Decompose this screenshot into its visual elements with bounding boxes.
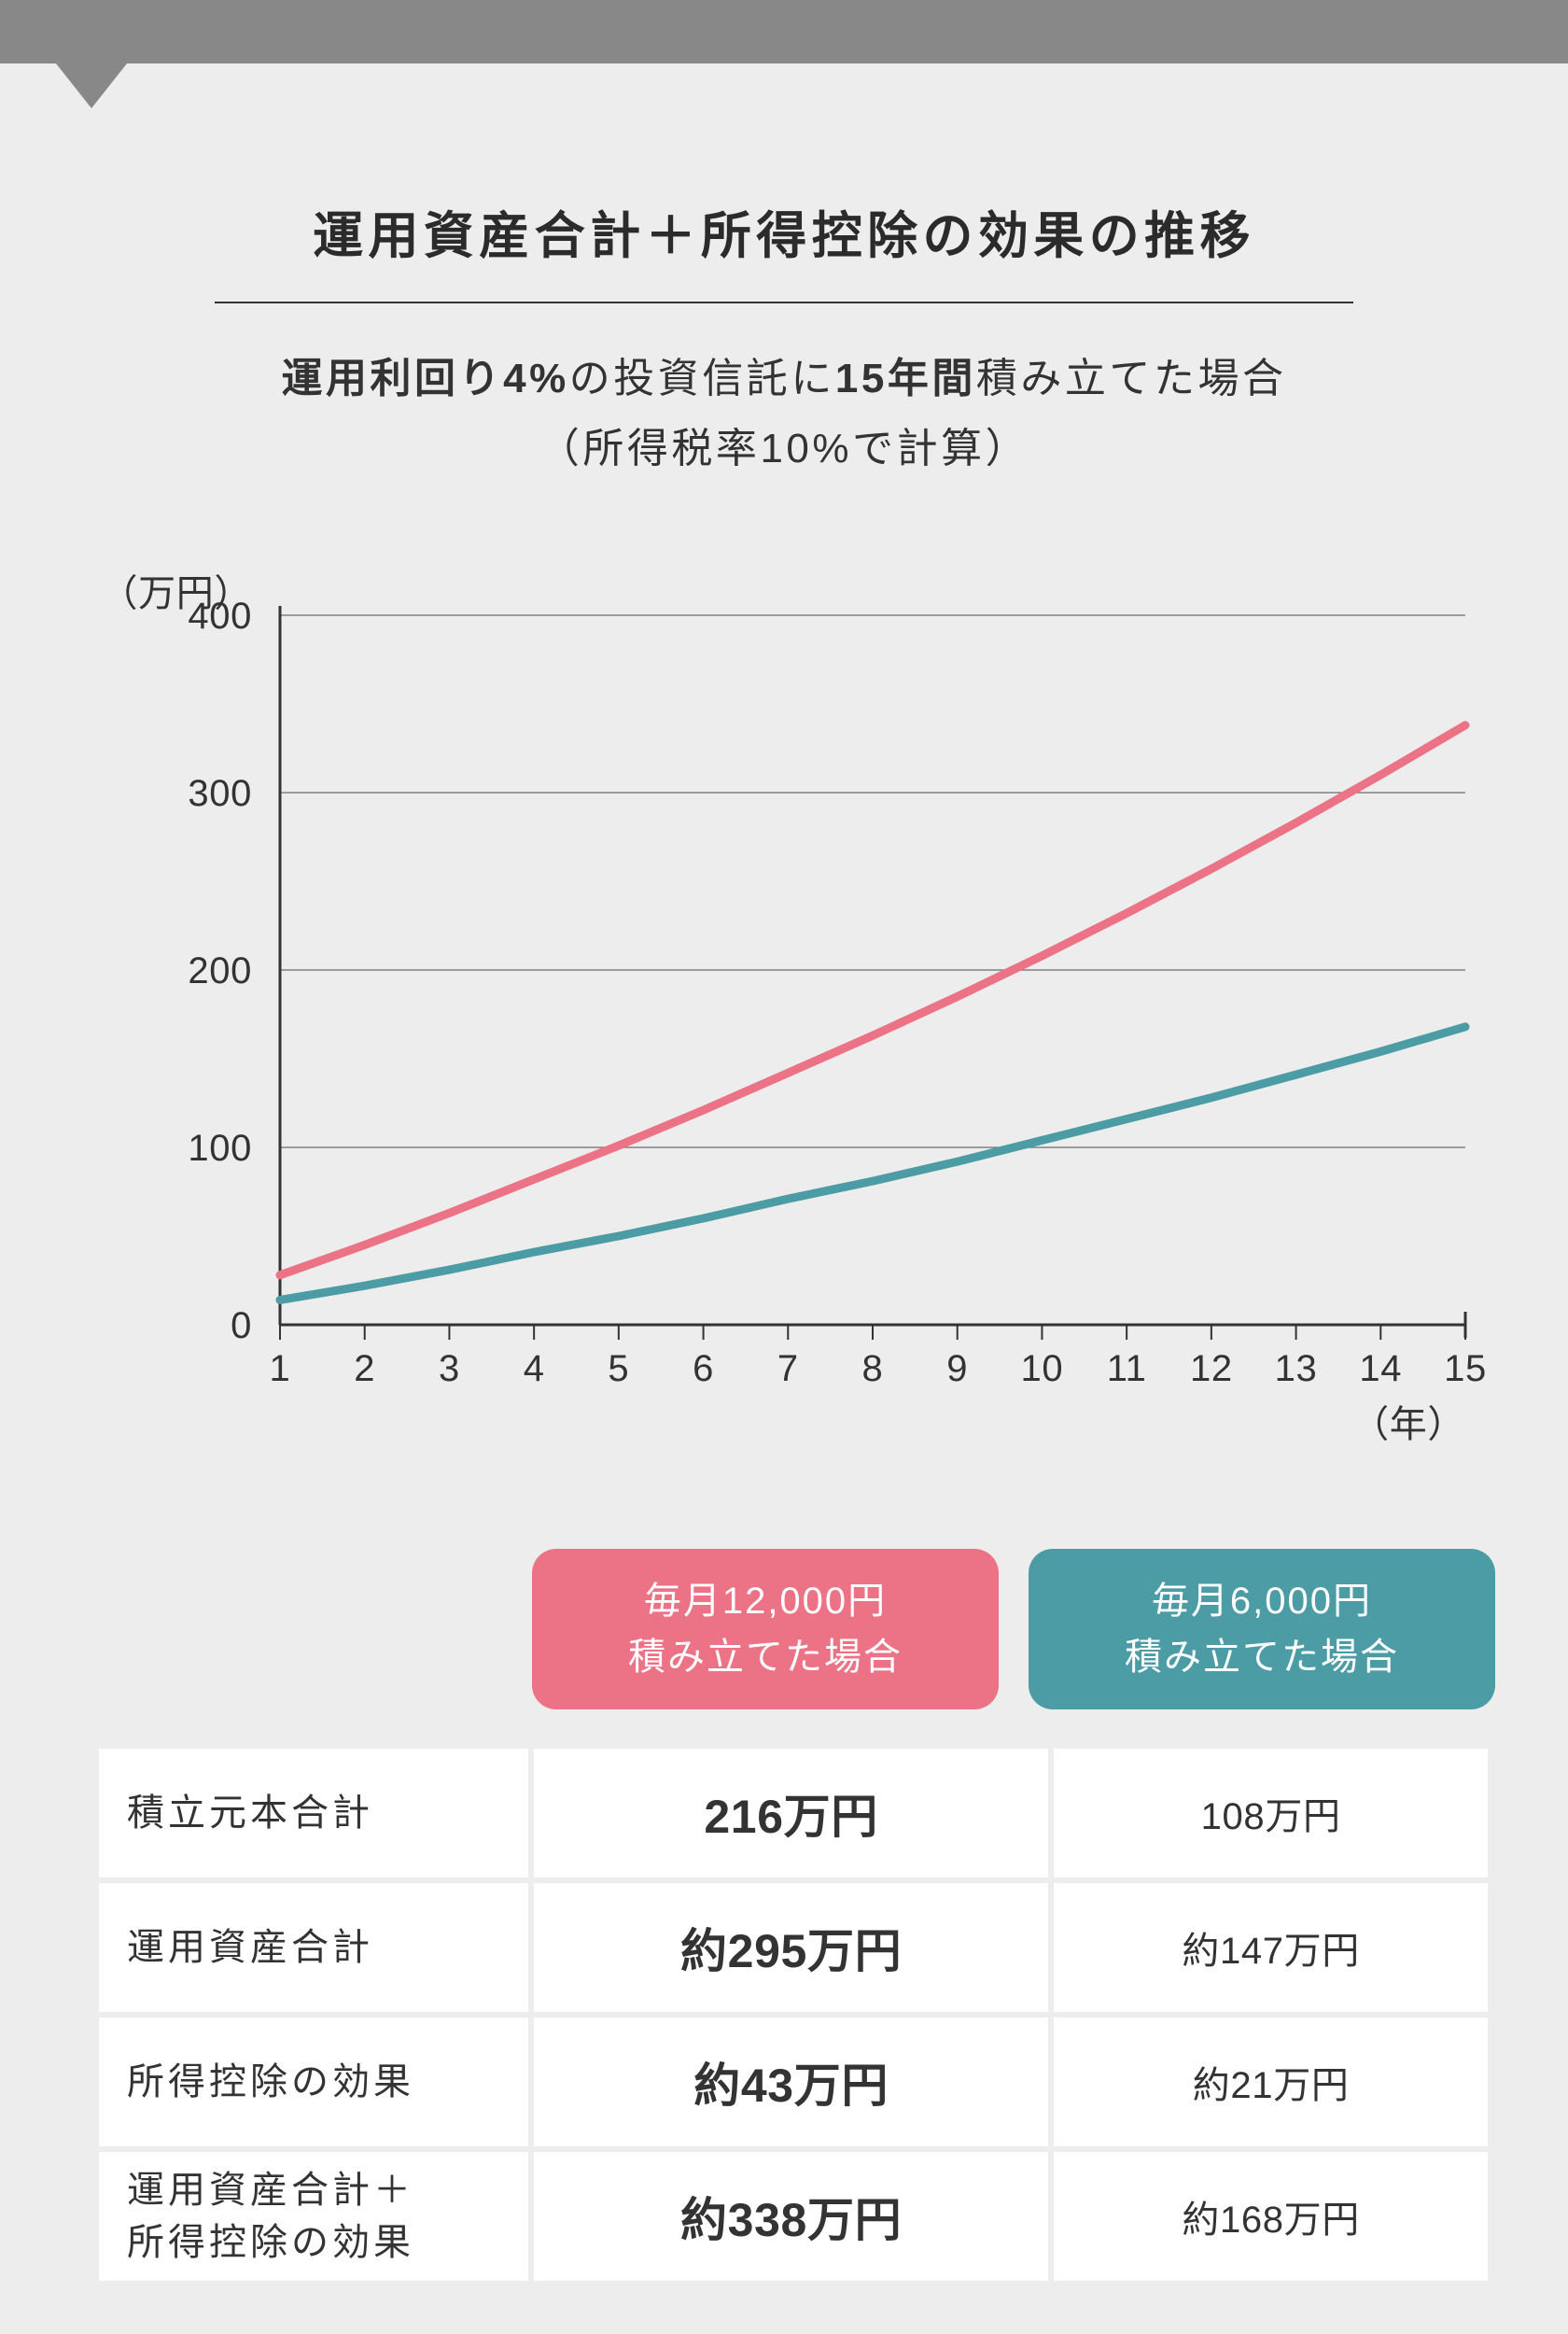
cell-value: 約338万円 (534, 2152, 1048, 2281)
row-label: 運用資産合計 (99, 1883, 528, 2012)
svg-text:6: 6 (693, 1348, 714, 1389)
cell-value: 約168万円 (1054, 2152, 1488, 2281)
svg-text:12: 12 (1190, 1348, 1233, 1389)
subtitle: 運用利回り4%の投資信託に15年間積み立てた場合 （所得税率10%で計算） (93, 344, 1475, 485)
table-row: 積立元本合計216万円108万円 (99, 1749, 1488, 1877)
cell-value: 216万円 (534, 1749, 1048, 1877)
row-label: 積立元本合計 (99, 1749, 528, 1877)
svg-text:（万円）: （万円） (100, 573, 252, 614)
svg-text:3: 3 (439, 1348, 460, 1389)
top-bar (0, 0, 1568, 63)
svg-text:14: 14 (1359, 1348, 1402, 1389)
row-label: 所得控除の効果 (99, 2018, 528, 2146)
title-rule (215, 302, 1353, 303)
badge-line2: 積み立てた場合 (628, 1637, 903, 1678)
cell-value: 108万円 (1054, 1749, 1488, 1877)
svg-text:1: 1 (270, 1348, 291, 1389)
row-label: 運用資産合計＋所得控除の効果 (99, 2152, 528, 2281)
cell-value: 約295万円 (534, 1883, 1048, 2012)
comparison-table: 毎月12,000円積み立てた場合毎月6,000円積み立てた場合 積立元本合計21… (93, 1549, 1493, 2286)
cell-value: 約43万円 (534, 2018, 1048, 2146)
badge-line2: 積み立てた場合 (1125, 1637, 1399, 1678)
svg-text:7: 7 (777, 1348, 799, 1389)
column-badge-1: 毎月6,000円積み立てた場合 (1029, 1549, 1495, 1709)
table-row: 運用資産合計＋所得控除の効果約338万円約168万円 (99, 2152, 1488, 2281)
speech-notch (56, 63, 127, 108)
page-title: 運用資産合計＋所得控除の効果の推移 (93, 194, 1475, 302)
svg-text:2: 2 (354, 1348, 375, 1389)
content: 運用資産合計＋所得控除の効果の推移 運用利回り4%の投資信託に15年間積み立てた… (0, 63, 1568, 2286)
svg-text:0: 0 (231, 1305, 252, 1346)
svg-text:（年）: （年） (1351, 1404, 1465, 1445)
subtitle-line2: （所得税率10%で計算） (539, 426, 1029, 471)
svg-text:100: 100 (188, 1128, 252, 1169)
line-chart: 0100200300400（万円）123456789101112131415（年… (93, 559, 1493, 1474)
svg-text:15: 15 (1444, 1348, 1487, 1389)
svg-text:11: 11 (1107, 1348, 1147, 1389)
table-row: 運用資産合計約295万円約147万円 (99, 1883, 1488, 2012)
svg-text:9: 9 (946, 1348, 968, 1389)
table-row: 所得控除の効果約43万円約21万円 (99, 2018, 1488, 2146)
svg-text:200: 200 (188, 950, 252, 991)
svg-text:8: 8 (862, 1348, 884, 1389)
badge-line1: 毎月6,000円 (1152, 1581, 1372, 1622)
svg-text:5: 5 (608, 1348, 629, 1389)
column-badge-0: 毎月12,000円積み立てた場合 (532, 1549, 999, 1709)
svg-text:10: 10 (1021, 1348, 1064, 1389)
svg-text:4: 4 (524, 1348, 545, 1389)
cell-value: 約147万円 (1054, 1883, 1488, 2012)
cell-value: 約21万円 (1054, 2018, 1488, 2146)
svg-text:300: 300 (188, 773, 252, 814)
badge-line1: 毎月12,000円 (644, 1581, 887, 1622)
svg-text:13: 13 (1275, 1348, 1318, 1389)
